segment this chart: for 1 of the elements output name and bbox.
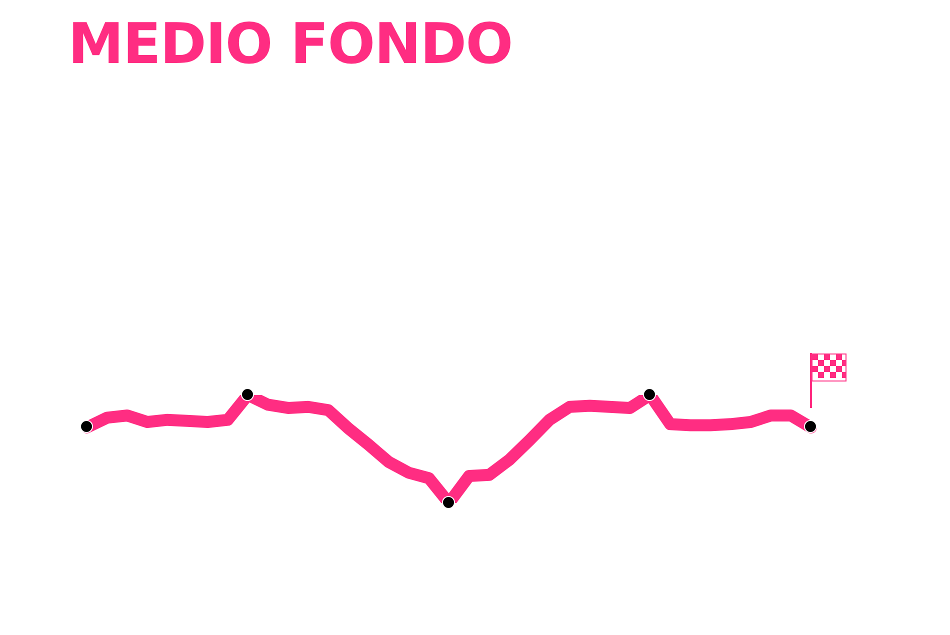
chart-title: MEDIO FONDO [68, 12, 512, 77]
